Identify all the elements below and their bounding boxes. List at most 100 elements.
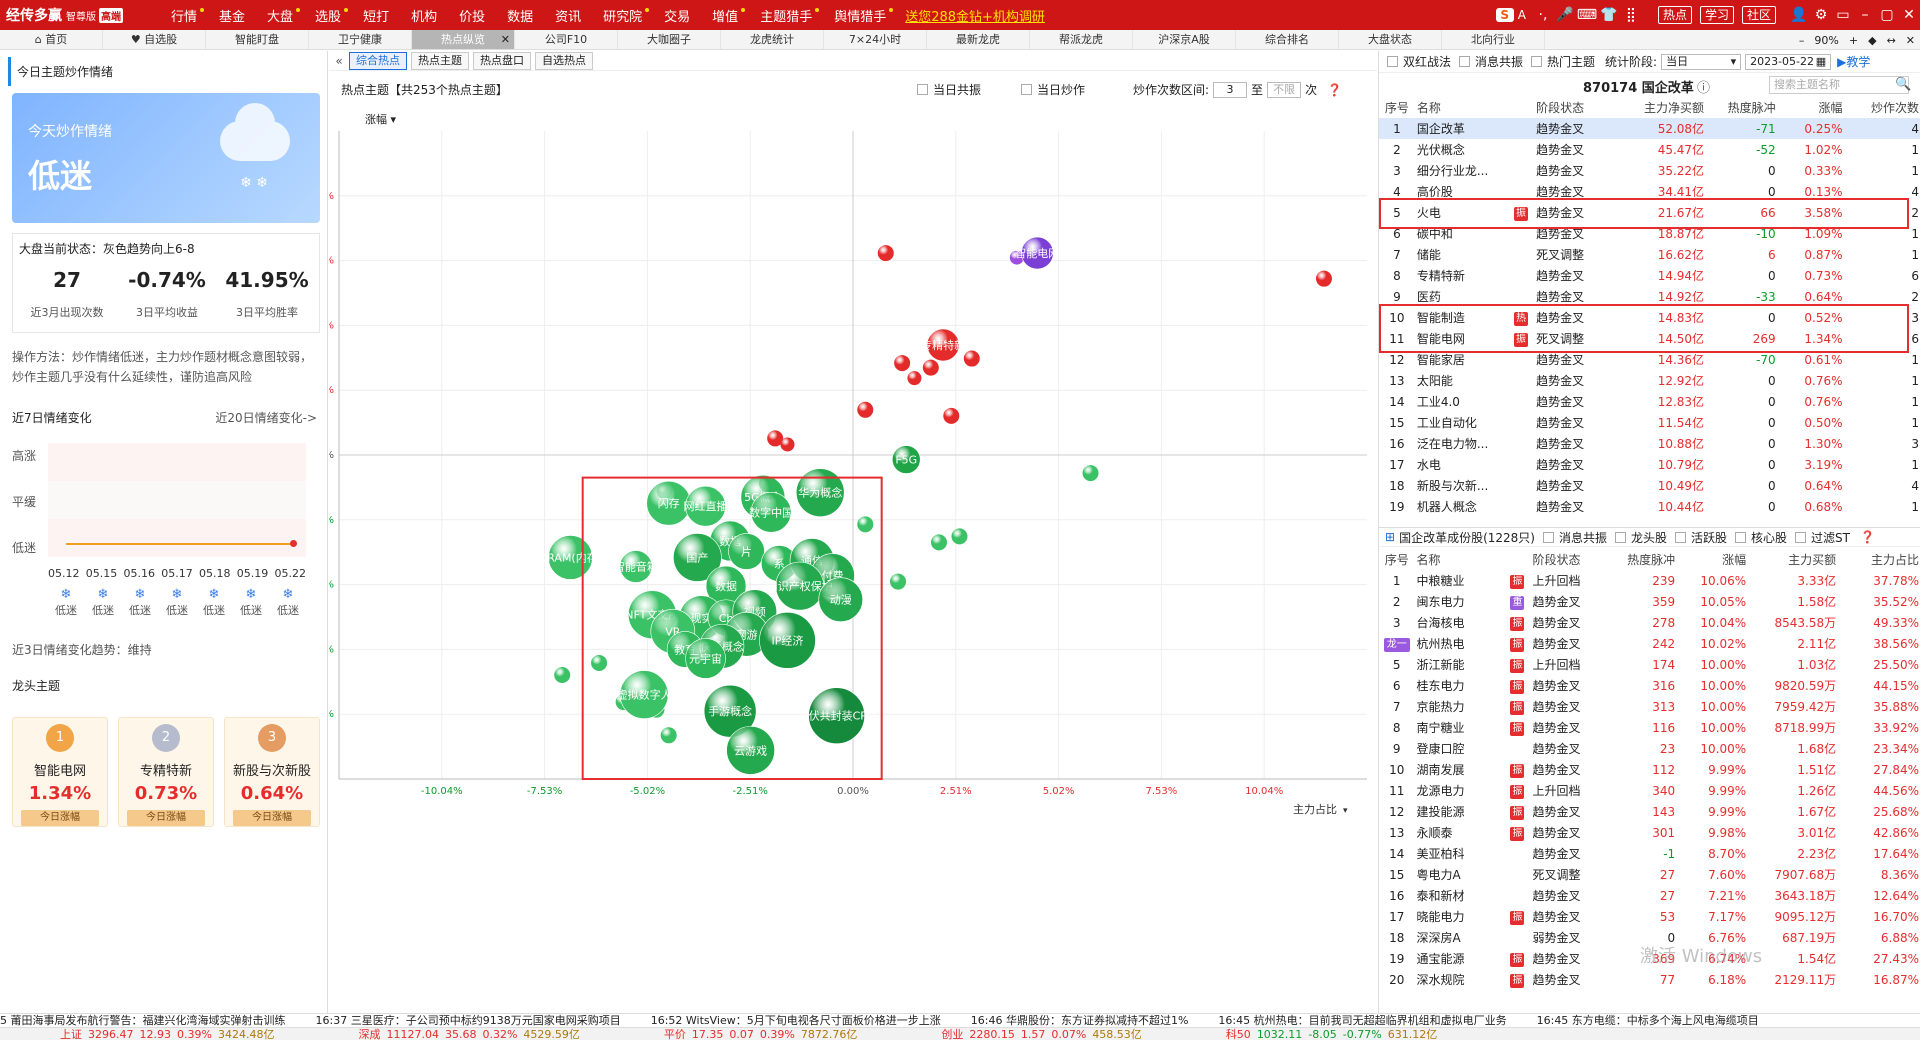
- tab-item[interactable]: 帮派龙虎: [1030, 30, 1133, 49]
- column-header[interactable]: 阶段状态: [1532, 553, 1581, 567]
- speculation-checkbox[interactable]: 当日炒作: [1021, 81, 1085, 98]
- y-axis-label[interactable]: 涨幅 ▾: [365, 113, 397, 126]
- menu-item[interactable]: 选股: [304, 6, 352, 25]
- table-row[interactable]: 14 工业4.0 趋势金叉 12.83亿 0 0.76% 1: [1379, 391, 1920, 412]
- theme-bubble[interactable]: [703, 684, 757, 738]
- sub-tab[interactable]: 自选热点: [535, 51, 593, 70]
- menu-item[interactable]: 机构: [411, 9, 438, 25]
- menu-item[interactable]: 数据: [507, 9, 534, 25]
- table-row[interactable]: 11 智能电网 振死叉调整 14.50亿 269 1.34% 6: [1379, 328, 1920, 349]
- table-row[interactable]: 5 浙江新能 振上升回档 174 10.00% 1.03亿 25.50%: [1379, 654, 1920, 675]
- table-row[interactable]: 12 智能家居 趋势金叉 14.36亿 -70 0.61% 1: [1379, 349, 1920, 370]
- maximize-icon[interactable]: ▢: [1880, 7, 1894, 23]
- tab-item[interactable]: 大咖圈子: [618, 30, 721, 49]
- theme-bubble[interactable]: [750, 491, 792, 533]
- top-pill-button[interactable]: 热点: [1657, 6, 1692, 24]
- table-row[interactable]: 10 智能制造 热趋势金叉 14.83亿 0 0.52% 3: [1379, 307, 1920, 328]
- stock-filter-checkbox[interactable]: 消息共振: [1542, 529, 1607, 546]
- help-icon[interactable]: ❓: [1859, 530, 1875, 544]
- tab-item[interactable]: 公司F10: [515, 30, 618, 49]
- table-row[interactable]: 8 专精特新 趋势金叉 14.94亿 0 0.73% 6: [1379, 265, 1920, 286]
- user-icon[interactable]: 👤: [1790, 7, 1808, 23]
- theme-bubble[interactable]: [619, 670, 669, 719]
- column-header[interactable]: [1504, 549, 1530, 570]
- column-header[interactable]: 序号: [1384, 553, 1409, 567]
- index-quote[interactable]: 科50 1032.11 -8.05 -0.77% 631.12亿: [1166, 1028, 1461, 1041]
- menu-item[interactable]: 研究院: [592, 6, 653, 25]
- table-row[interactable]: 2 闽东电力 重趋势金叉 359 10.05% 1.58亿 35.52%: [1379, 591, 1920, 612]
- info-icon[interactable]: ⓘ: [1697, 81, 1711, 96]
- ime-logo[interactable]: S: [1495, 8, 1514, 22]
- zoom-out-button[interactable]: –: [1798, 33, 1805, 47]
- theme-bubble[interactable]: [1021, 236, 1054, 270]
- menu-item[interactable]: 增值: [701, 6, 749, 25]
- checkbox-box[interactable]: [917, 84, 928, 95]
- theme-dot[interactable]: [780, 437, 795, 452]
- double-red-checkbox[interactable]: 双红战法: [1387, 53, 1451, 70]
- tab-item[interactable]: ⌂ 首页: [0, 30, 103, 49]
- table-row[interactable]: 18 深深房A 弱势金叉 0 6.76% 687.19万 6.88%: [1379, 927, 1920, 948]
- table-row[interactable]: 10 湖南发展 振趋势金叉 112 9.99% 1.51亿 27.84%: [1379, 759, 1920, 780]
- index-quote[interactable]: 深成 11127.04 35.68 0.32% 4529.59亿: [298, 1028, 603, 1041]
- column-header[interactable]: 名称: [1416, 101, 1441, 115]
- news-item[interactable]: 16:37 三星医疗：子公司预中标约9138万元国家电网采购项目: [315, 1014, 621, 1027]
- theme-dot[interactable]: [890, 573, 907, 590]
- column-header[interactable]: 序号: [1384, 101, 1409, 115]
- table-row[interactable]: 9 登康口腔 趋势金叉 23 10.00% 1.68亿 23.34%: [1379, 738, 1920, 759]
- sub-tab[interactable]: 综合热点: [349, 51, 407, 70]
- checkbox-box[interactable]: [1531, 56, 1543, 67]
- table-row[interactable]: 18 新股与次新... 趋势金叉 10.49亿 0 0.64% 4: [1379, 475, 1920, 496]
- ime-tool-icon[interactable]: ·,: [1538, 7, 1548, 23]
- stock-filter-checkbox[interactable]: 活跃股: [1675, 529, 1727, 546]
- table-row[interactable]: 1 中粮糖业 振上升回档 239 10.06% 3.33亿 37.78%: [1379, 570, 1920, 591]
- table-row[interactable]: 17 水电 趋势金叉 10.79亿 0 3.19% 1: [1379, 454, 1920, 475]
- leader-card[interactable]: 1 智能电网 1.34% 今日涨幅: [12, 717, 108, 827]
- index-quote[interactable]: 创业 2280.15 1.57 0.07% 458.53亿: [881, 1028, 1165, 1041]
- theme-dot[interactable]: [554, 667, 571, 684]
- trend-more-link[interactable]: 近20日情绪变化->: [215, 411, 317, 425]
- table-row[interactable]: 19 机器人概念 趋势金叉 10.44亿 0 0.68% 1: [1379, 496, 1920, 517]
- close-icon[interactable]: ✕: [500, 33, 510, 46]
- help-icon[interactable]: ❓: [1327, 82, 1343, 97]
- theme-dot[interactable]: [857, 516, 874, 533]
- tab-item[interactable]: ♥ 自选股: [103, 30, 206, 49]
- theme-bubble[interactable]: [726, 726, 775, 775]
- news-item[interactable]: 16:52 WitsView：5月下旬电视各尺寸面板价格进一步上涨: [650, 1014, 941, 1027]
- menu-item[interactable]: 舆情猎手: [823, 6, 897, 25]
- menu-item[interactable]: 短打: [363, 9, 390, 25]
- promo-link[interactable]: 送您288金钻+机构调研: [905, 9, 1045, 25]
- theme-dot[interactable]: [907, 371, 922, 386]
- leader-button[interactable]: 今日涨幅: [233, 810, 311, 826]
- theme-bubble[interactable]: [818, 577, 864, 622]
- theme-dot[interactable]: [963, 350, 980, 367]
- column-header[interactable]: 主力占比: [1870, 553, 1919, 567]
- chevron-down-icon[interactable]: ▾: [1343, 806, 1348, 816]
- collapse-icon[interactable]: «: [335, 53, 343, 68]
- column-header[interactable]: 阶段状态: [1536, 101, 1585, 115]
- tab-item[interactable]: 沪深京A股: [1133, 30, 1236, 49]
- checkbox-box[interactable]: [1675, 531, 1686, 543]
- column-header[interactable]: 热度脉冲: [1627, 553, 1676, 567]
- theme-bubble[interactable]: [808, 687, 865, 745]
- theme-dot[interactable]: [931, 534, 948, 551]
- range-from-input[interactable]: 3: [1213, 81, 1248, 98]
- leader-button[interactable]: 今日涨幅: [127, 810, 205, 826]
- news-resonance-checkbox[interactable]: 消息共振: [1459, 53, 1523, 70]
- expand-icon[interactable]: ↔: [1886, 33, 1896, 47]
- column-header[interactable]: 名称: [1416, 553, 1441, 567]
- theme-bubble[interactable]: [795, 468, 845, 517]
- theme-dot[interactable]: [660, 727, 677, 744]
- table-row[interactable]: 2 光伏概念 趋势金叉 45.47亿 -52 1.02% 1: [1379, 139, 1920, 160]
- ime-tool-icon[interactable]: 🎤: [1556, 7, 1574, 23]
- tab-item[interactable]: 北向行业: [1442, 30, 1545, 49]
- theme-dot[interactable]: [951, 528, 968, 545]
- help-link[interactable]: ▶教学: [1837, 53, 1870, 70]
- checkbox-box[interactable]: [1021, 84, 1032, 95]
- resonance-checkbox[interactable]: 当日共振: [917, 81, 981, 98]
- theme-dot[interactable]: [1082, 465, 1099, 482]
- theme-bubble[interactable]: [548, 535, 593, 580]
- checkbox-box[interactable]: [1614, 531, 1626, 543]
- theme-dot[interactable]: [767, 430, 784, 447]
- x-axis-label[interactable]: 主力占比: [1293, 802, 1337, 816]
- stock-filter-checkbox[interactable]: 龙头股: [1614, 529, 1667, 546]
